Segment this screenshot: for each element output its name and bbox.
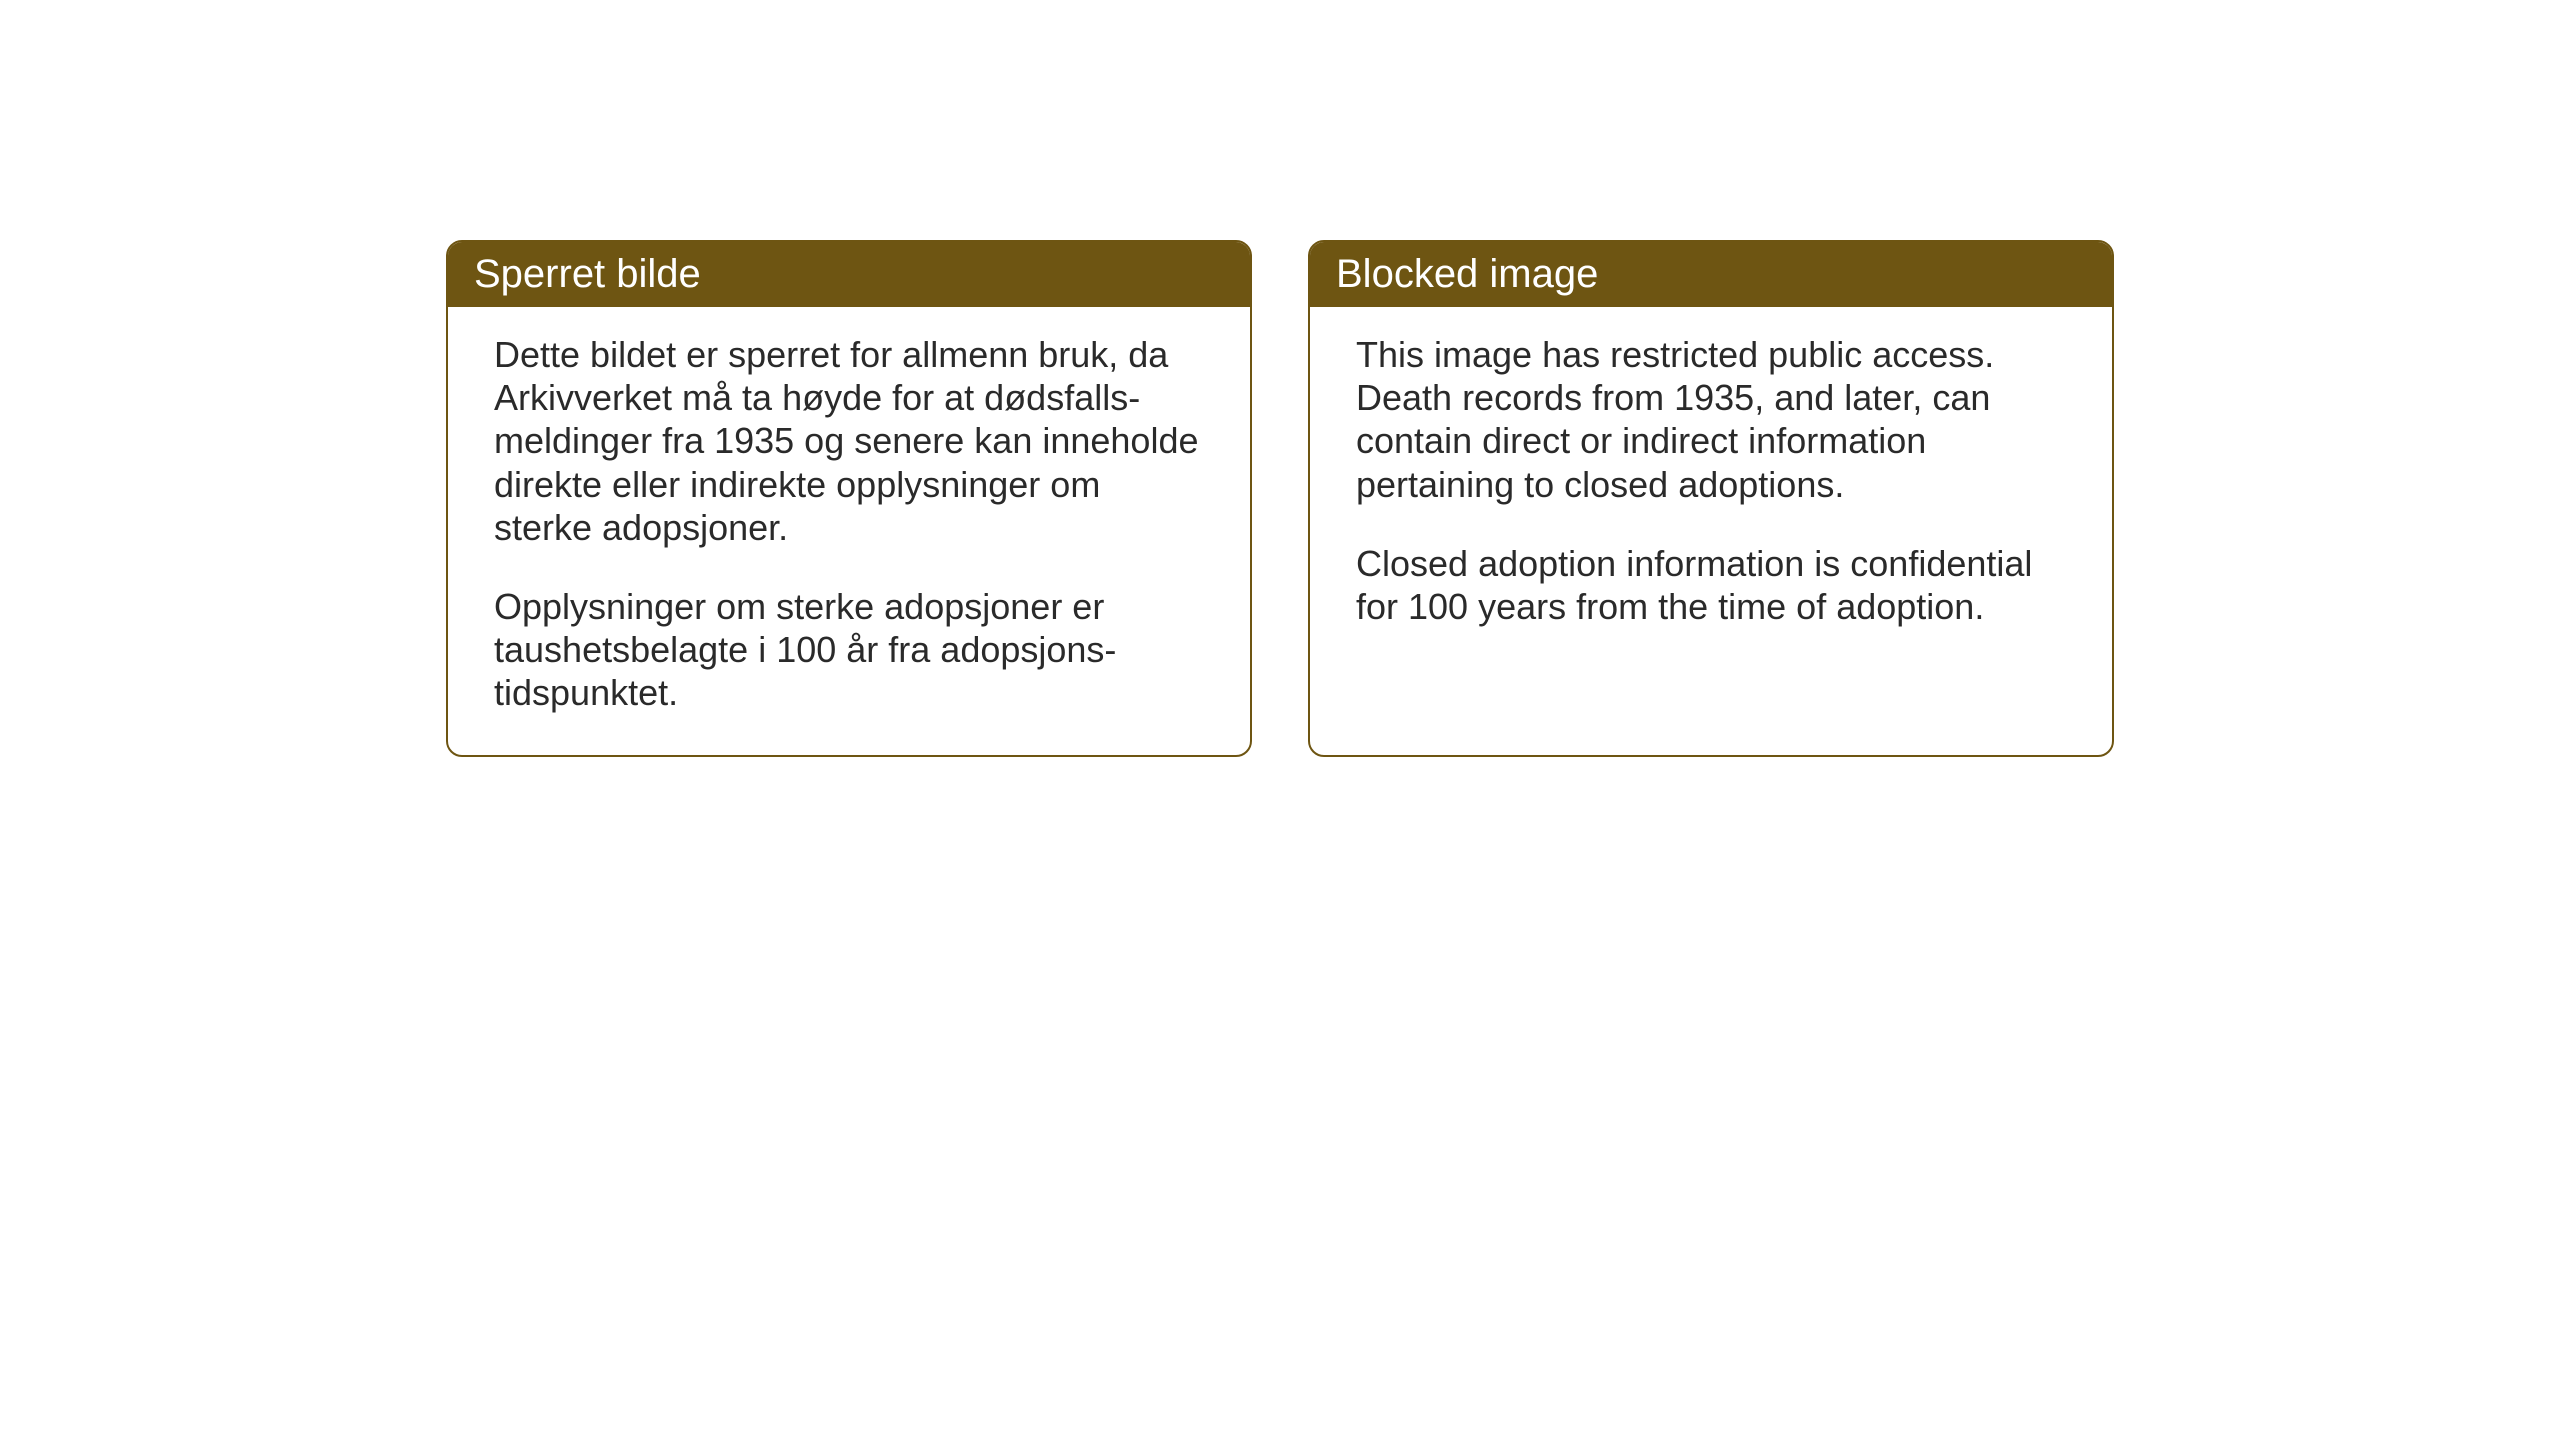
card-body-norwegian: Dette bildet er sperret for allmenn bruk…: [448, 307, 1250, 755]
card-header-norwegian: Sperret bilde: [448, 242, 1250, 307]
card-paragraph2-english: Closed adoption information is confident…: [1356, 542, 2066, 628]
card-header-english: Blocked image: [1310, 242, 2112, 307]
card-paragraph1-english: This image has restricted public access.…: [1356, 333, 2066, 506]
card-body-english: This image has restricted public access.…: [1310, 307, 2112, 668]
card-title-english: Blocked image: [1336, 252, 1598, 296]
card-title-norwegian: Sperret bilde: [474, 252, 701, 296]
card-paragraph1-norwegian: Dette bildet er sperret for allmenn bruk…: [494, 333, 1204, 549]
card-paragraph2-norwegian: Opplysninger om sterke adopsjoner er tau…: [494, 585, 1204, 715]
blocked-image-card-english: Blocked image This image has restricted …: [1308, 240, 2114, 757]
blocked-image-card-norwegian: Sperret bilde Dette bildet er sperret fo…: [446, 240, 1252, 757]
cards-container: Sperret bilde Dette bildet er sperret fo…: [446, 240, 2114, 757]
